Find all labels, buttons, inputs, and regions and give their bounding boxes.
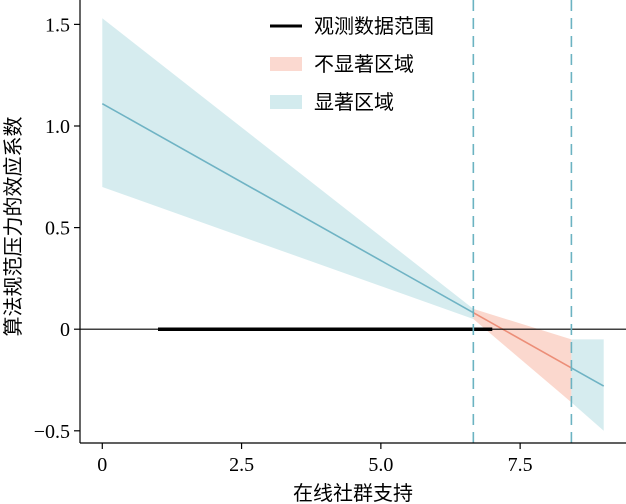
significant-band-left <box>102 18 474 320</box>
legend-swatch-band <box>270 57 302 71</box>
legend-label: 不显著区域 <box>314 52 414 76</box>
legend-label: 观测数据范围 <box>314 14 434 38</box>
nonsignificant-band <box>473 308 572 403</box>
y-tick-label: 0.5 <box>45 218 70 240</box>
y-tick-label: 1.0 <box>45 116 70 138</box>
effect-line-nonsignificant <box>472 311 572 369</box>
significant-band-right <box>571 339 604 431</box>
x-tick-label: 5.0 <box>368 454 393 476</box>
effect-line-significant-left <box>101 102 474 314</box>
x-axis-title: 在线社群支持 <box>293 481 413 504</box>
legend-swatch-band <box>270 95 302 109</box>
plot-area <box>80 0 626 443</box>
y-tick-label: −0.5 <box>34 421 70 443</box>
x-tick-label: 0 <box>97 454 107 476</box>
x-tick-label: 2.5 <box>229 454 254 476</box>
legend-label: 显著区域 <box>314 90 394 114</box>
y-axis-title: 算法规范压力的效应系数 <box>1 117 25 337</box>
y-tick-label: 1.5 <box>45 14 70 36</box>
y-tick-label: 0 <box>60 319 70 341</box>
x-tick-label: 7.5 <box>508 454 533 476</box>
effect-line-significant-right <box>571 367 605 387</box>
axes: 1.5 1.0 0.5 0 −0.5 0 2.5 5.0 7.5 <box>34 0 626 476</box>
